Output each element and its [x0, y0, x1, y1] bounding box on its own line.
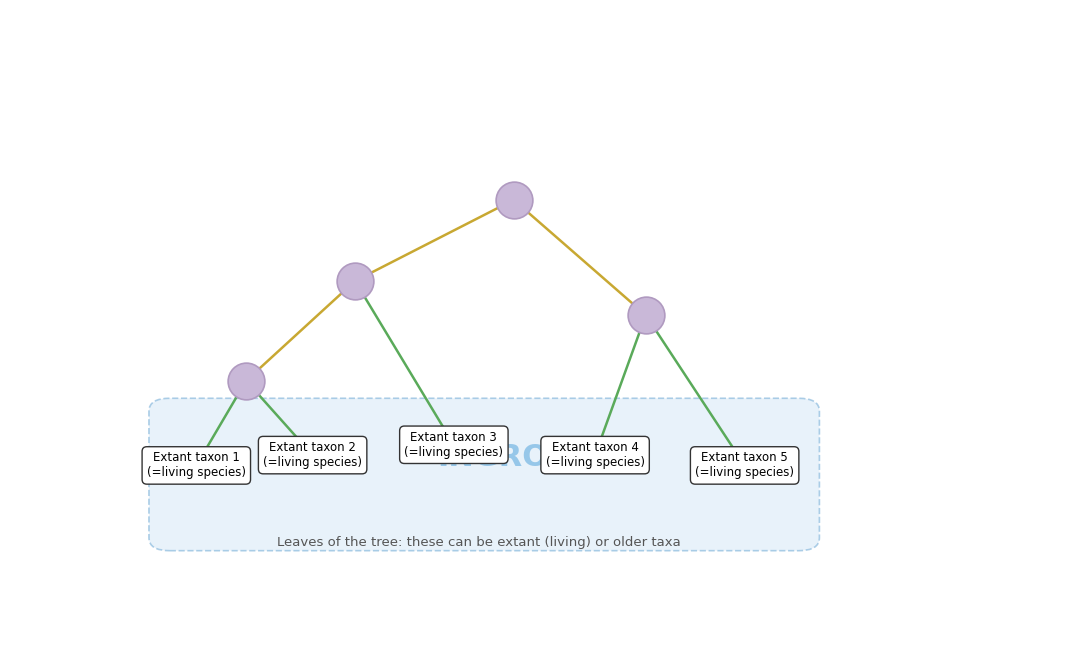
FancyBboxPatch shape: [149, 399, 819, 551]
Text: INGROUP: INGROUP: [437, 443, 595, 472]
Text: Extant taxon 4
(=living species): Extant taxon 4 (=living species): [546, 441, 644, 469]
Text: Extant taxon 5
(=living species): Extant taxon 5 (=living species): [695, 452, 794, 480]
Text: Leaves of the tree: these can be extant (living) or older taxa: Leaves of the tree: these can be extant …: [277, 536, 681, 550]
Point: [505, 195, 522, 205]
Point: [346, 276, 363, 287]
Text: Extant taxon 2
(=living species): Extant taxon 2 (=living species): [263, 441, 362, 469]
Point: [238, 375, 255, 386]
Text: Extant taxon 3
(=living species): Extant taxon 3 (=living species): [404, 431, 504, 459]
Point: [637, 310, 654, 321]
Text: Extant taxon 1
(=living species): Extant taxon 1 (=living species): [147, 452, 245, 480]
